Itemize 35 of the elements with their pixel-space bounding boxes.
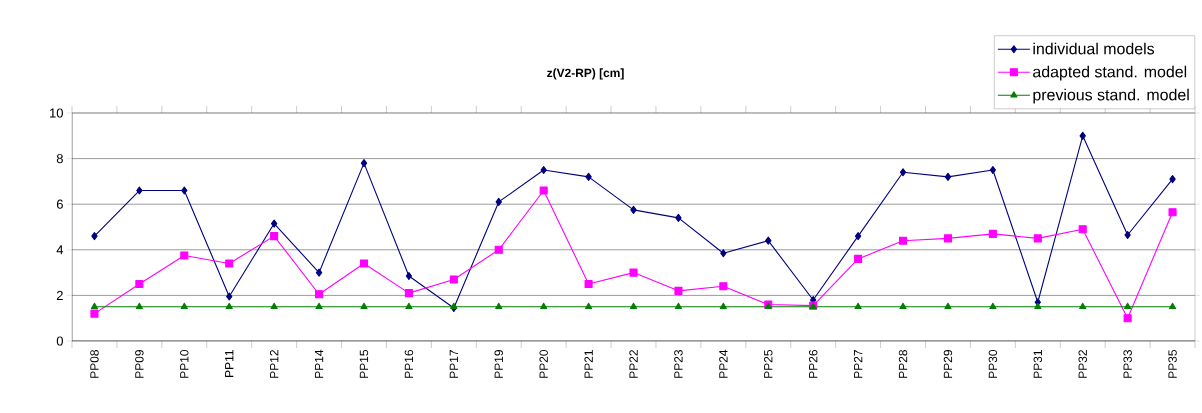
x-tick-label: PP23 bbox=[674, 350, 683, 378]
x-tick-label: PP20 bbox=[539, 349, 548, 378]
y-tick-label: 8 bbox=[56, 154, 63, 164]
x-tick-label: PP29 bbox=[943, 350, 953, 378]
x-tick-label: PP17 bbox=[449, 350, 458, 378]
x-tick-label: PP14 bbox=[314, 349, 324, 378]
x-tick-label: PP27 bbox=[853, 350, 863, 378]
y-tick-label: 0 bbox=[56, 336, 63, 346]
x-tick-label: PP21 bbox=[584, 350, 593, 378]
legend-label: previous stand. model bbox=[1033, 88, 1189, 104]
legend-label: individual models bbox=[1033, 42, 1155, 55]
x-tick-label: PP11 bbox=[225, 350, 234, 377]
x-tick-label: PP30 bbox=[988, 349, 998, 378]
x-tick-label: PP22 bbox=[629, 350, 638, 378]
x-tick-label: PP16 bbox=[404, 350, 414, 378]
x-tick-label: PP35 bbox=[1168, 350, 1177, 378]
x-tick-label: PP24 bbox=[719, 349, 728, 378]
x-tick-label: PP31 bbox=[1033, 350, 1043, 378]
y-tick-label: 2 bbox=[56, 290, 63, 300]
x-tick-label: PP12 bbox=[269, 350, 279, 378]
x-tick-label: PP33 bbox=[1123, 350, 1132, 378]
x-tick-label: PP09 bbox=[135, 350, 144, 378]
y-tick-label: 6 bbox=[56, 199, 63, 209]
x-tick-label: PP32 bbox=[1078, 350, 1087, 378]
x-tick-label: PP26 bbox=[808, 350, 818, 378]
x-tick-label: PP10 bbox=[180, 349, 189, 378]
x-tick-label: PP19 bbox=[494, 350, 503, 378]
y-tick-label: 4 bbox=[56, 245, 64, 255]
chart-title: z(V2-RP) [cm] bbox=[547, 68, 624, 80]
x-tick-label: PP28 bbox=[898, 350, 908, 378]
legend-label: adapted stand. model bbox=[1033, 65, 1187, 81]
x-tick-label: PP08 bbox=[90, 350, 99, 378]
x-tick-label: PP15 bbox=[359, 350, 369, 378]
y-tick-label: 10 bbox=[50, 108, 63, 118]
x-tick-label: PP25 bbox=[764, 350, 773, 378]
